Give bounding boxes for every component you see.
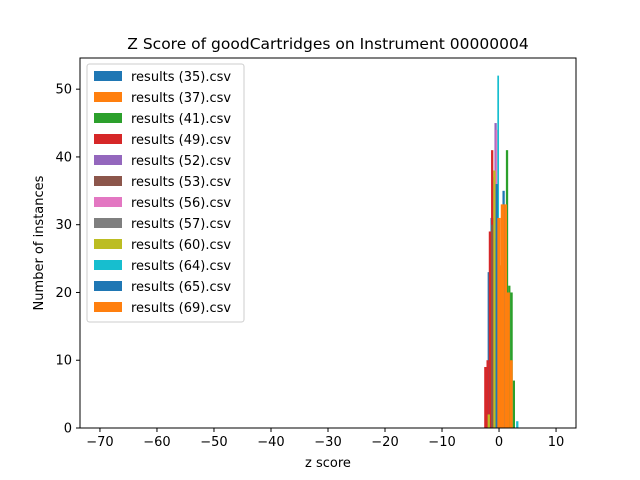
chart-title: Z Score of goodCartridges on Instrument … — [127, 35, 528, 53]
y-tick-label: 0 — [64, 422, 72, 437]
x-tick-label: −50 — [200, 435, 227, 450]
legend-label: results (49).csv — [131, 133, 231, 148]
legend-label: results (41).csv — [131, 112, 231, 127]
series-11 — [497, 204, 513, 428]
x-tick-label: 10 — [548, 435, 565, 450]
legend-label: results (69).csv — [131, 301, 231, 316]
histogram-bar — [507, 292, 510, 428]
series-8 — [487, 170, 496, 429]
histogram-bar — [486, 360, 489, 428]
legend-swatch — [94, 239, 122, 249]
legend-box — [86, 63, 245, 323]
histogram-bar — [504, 204, 508, 428]
histogram-bar — [493, 170, 496, 429]
histogram-bar — [516, 421, 519, 428]
x-tick-label: −60 — [143, 435, 170, 450]
legend-label: results (56).csv — [131, 196, 231, 211]
legend-label: results (65).csv — [131, 280, 231, 295]
legend-label: results (57).csv — [131, 217, 231, 232]
legend-swatch — [94, 260, 122, 270]
histogram-bar — [495, 184, 498, 428]
x-tick-label: 0 — [495, 435, 503, 450]
y-tick-label: 40 — [55, 150, 72, 165]
y-tick-label: 10 — [55, 354, 72, 369]
legend-swatch — [94, 197, 122, 207]
bars-layer — [484, 75, 519, 429]
y-tick-label: 20 — [55, 286, 72, 301]
legend-label: results (60).csv — [131, 238, 231, 253]
histogram-bar — [484, 367, 487, 428]
x-tick-label: −20 — [371, 435, 398, 450]
histogram-bar — [487, 414, 490, 428]
series-5 — [491, 224, 494, 428]
legend-swatch — [94, 218, 122, 228]
legend-swatch — [94, 92, 122, 102]
legend-label: results (53).csv — [131, 175, 231, 190]
legend-swatch — [94, 176, 122, 186]
x-tick-label: −30 — [314, 435, 341, 450]
legend-swatch — [94, 113, 122, 123]
histogram-bar — [488, 231, 492, 428]
legend-swatch — [94, 71, 122, 81]
x-tick-label: −70 — [86, 435, 113, 450]
y-axis-label: Number of instances — [32, 175, 47, 310]
histogram-bar — [491, 224, 494, 428]
legend-label: results (37).csv — [131, 91, 231, 106]
x-axis-label: z score — [305, 456, 351, 471]
y-tick-label: 30 — [55, 218, 72, 233]
histogram-bar — [497, 217, 501, 428]
histogram-bar — [512, 380, 515, 428]
legend: results (35).csv results (37).csv results … — [86, 63, 245, 323]
y-tick-label: 50 — [55, 83, 72, 98]
legend-label: results (64).csv — [131, 259, 231, 274]
x-tick-label: −40 — [257, 435, 284, 450]
legend-label: results (35).csv — [131, 70, 231, 85]
x-tick-label: −10 — [428, 435, 455, 450]
legend-swatch — [94, 155, 122, 165]
histogram-bar — [500, 204, 505, 428]
legend-swatch — [94, 281, 122, 291]
legend-label: results (52).csv — [131, 154, 231, 169]
legend-swatch — [94, 134, 122, 144]
legend-swatch — [94, 302, 122, 312]
histogram-bar — [509, 360, 513, 428]
ticks-layer: −70 −60 −50 −40 −30 −20 −10 0 10 0 10 20 30 40 50 — [55, 83, 564, 450]
